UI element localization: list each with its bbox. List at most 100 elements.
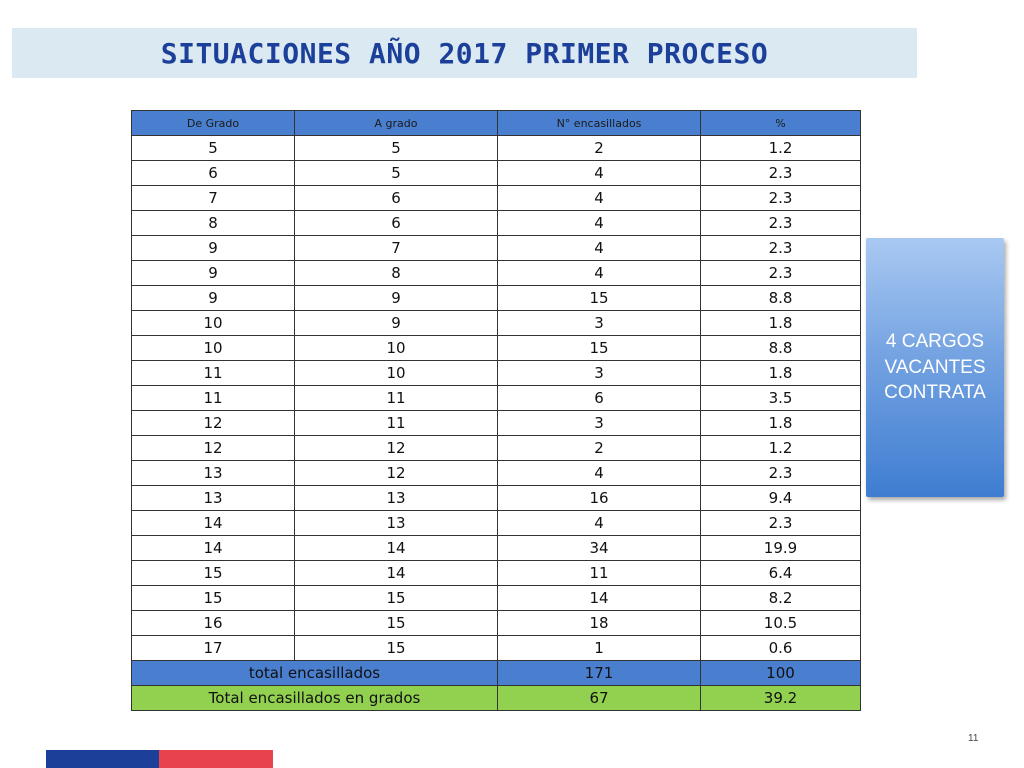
column-header-encasillados: N° encasillados	[497, 110, 701, 136]
table-body: 5 5 2 1.2 6 5 4 2.3 7 6 4 2.3 8 6 4 2.3 9 7 4 2.3 9 8 4 2.3 9 9 15…	[131, 135, 861, 661]
cell-encasillados: 1	[497, 635, 701, 661]
table-row: 5 5 2 1.2	[131, 135, 861, 161]
table-row: 12 11 3 1.8	[131, 410, 861, 436]
total-grades-row: Total encasillados en grados 67 39.2	[131, 685, 861, 711]
cell-a-grado: 10	[294, 335, 498, 361]
cell-encasillados: 2	[497, 435, 701, 461]
cell-percent: 8.2	[700, 585, 861, 611]
cell-de-grado: 11	[131, 385, 295, 411]
cell-encasillados: 4	[497, 460, 701, 486]
cell-a-grado: 5	[294, 160, 498, 186]
cell-a-grado: 12	[294, 460, 498, 486]
cell-percent: 1.8	[700, 310, 861, 336]
encasillados-table: De Grado A grado N° encasillados % 5 5 2 1.…	[131, 110, 861, 711]
total-count: 171	[497, 660, 701, 686]
cell-a-grado: 11	[294, 410, 498, 436]
cell-a-grado: 9	[294, 310, 498, 336]
total-row: total encasillados 171 100	[131, 660, 861, 686]
table-row: 10 9 3 1.8	[131, 310, 861, 336]
cell-encasillados: 4	[497, 235, 701, 261]
cell-encasillados: 4	[497, 185, 701, 211]
cell-de-grado: 8	[131, 210, 295, 236]
cell-a-grado: 10	[294, 360, 498, 386]
cell-encasillados: 16	[497, 485, 701, 511]
cell-a-grado: 11	[294, 385, 498, 411]
cell-a-grado: 14	[294, 535, 498, 561]
cell-encasillados: 18	[497, 610, 701, 636]
cell-encasillados: 15	[497, 285, 701, 311]
table-header-row: De Grado A grado N° encasillados %	[131, 110, 861, 136]
cell-encasillados: 3	[497, 410, 701, 436]
cell-de-grado: 9	[131, 285, 295, 311]
cell-de-grado: 13	[131, 485, 295, 511]
cell-percent: 2.3	[700, 460, 861, 486]
cell-encasillados: 2	[497, 135, 701, 161]
cell-de-grado: 14	[131, 535, 295, 561]
cell-de-grado: 11	[131, 360, 295, 386]
cell-encasillados: 15	[497, 335, 701, 361]
cell-encasillados: 4	[497, 260, 701, 286]
cell-de-grado: 10	[131, 335, 295, 361]
table-row: 9 8 4 2.3	[131, 260, 861, 286]
cell-percent: 1.8	[700, 360, 861, 386]
cell-encasillados: 4	[497, 160, 701, 186]
cell-percent: 10.5	[700, 610, 861, 636]
cell-encasillados: 6	[497, 385, 701, 411]
cell-de-grado: 14	[131, 510, 295, 536]
cell-a-grado: 15	[294, 585, 498, 611]
cell-encasillados: 14	[497, 585, 701, 611]
cell-encasillados: 4	[497, 210, 701, 236]
cell-de-grado: 7	[131, 185, 295, 211]
cell-de-grado: 10	[131, 310, 295, 336]
cell-percent: 8.8	[700, 285, 861, 311]
cell-percent: 2.3	[700, 510, 861, 536]
column-header-percent: %	[700, 110, 861, 136]
cell-de-grado: 16	[131, 610, 295, 636]
table-row: 8 6 4 2.3	[131, 210, 861, 236]
cell-percent: 1.2	[700, 435, 861, 461]
title-bar: SITUACIONES AÑO 2017 PRIMER PROCESO	[12, 28, 917, 78]
table-row: 9 9 15 8.8	[131, 285, 861, 311]
table-row: 14 13 4 2.3	[131, 510, 861, 536]
table-row: 14 14 34 19.9	[131, 535, 861, 561]
table-row: 15 14 11 6.4	[131, 560, 861, 586]
cell-a-grado: 15	[294, 635, 498, 661]
cell-percent: 1.2	[700, 135, 861, 161]
cell-percent: 2.3	[700, 160, 861, 186]
footer-red-bar	[159, 750, 273, 768]
total-grades-count: 67	[497, 685, 701, 711]
cell-de-grado: 12	[131, 410, 295, 436]
table-row: 13 13 16 9.4	[131, 485, 861, 511]
cell-a-grado: 5	[294, 135, 498, 161]
footer-blue-bar	[46, 750, 159, 768]
cell-encasillados: 34	[497, 535, 701, 561]
page-title: SITUACIONES AÑO 2017 PRIMER PROCESO	[160, 36, 769, 70]
cell-de-grado: 9	[131, 260, 295, 286]
cell-encasillados: 4	[497, 510, 701, 536]
table-row: 6 5 4 2.3	[131, 160, 861, 186]
cell-a-grado: 6	[294, 185, 498, 211]
total-label: total encasillados	[131, 660, 498, 686]
cell-a-grado: 7	[294, 235, 498, 261]
cell-a-grado: 13	[294, 510, 498, 536]
cell-encasillados: 3	[497, 360, 701, 386]
table-row: 9 7 4 2.3	[131, 235, 861, 261]
cell-encasillados: 11	[497, 560, 701, 586]
column-header-de-grado: De Grado	[131, 110, 295, 136]
total-grades-label: Total encasillados en grados	[131, 685, 498, 711]
table-row: 17 15 1 0.6	[131, 635, 861, 661]
cell-percent: 2.3	[700, 235, 861, 261]
table-row: 11 10 3 1.8	[131, 360, 861, 386]
cell-de-grado: 15	[131, 560, 295, 586]
cell-a-grado: 9	[294, 285, 498, 311]
vacancies-callout: 4 CARGOS VACANTES CONTRATA	[866, 238, 1004, 497]
cell-percent: 2.3	[700, 210, 861, 236]
cell-percent: 3.5	[700, 385, 861, 411]
vacancies-callout-text: 4 CARGOS VACANTES CONTRATA	[884, 331, 986, 404]
cell-de-grado: 12	[131, 435, 295, 461]
cell-percent: 2.3	[700, 185, 861, 211]
cell-a-grado: 8	[294, 260, 498, 286]
total-grades-percent: 39.2	[700, 685, 861, 711]
table-row: 11 11 6 3.5	[131, 385, 861, 411]
cell-percent: 0.6	[700, 635, 861, 661]
